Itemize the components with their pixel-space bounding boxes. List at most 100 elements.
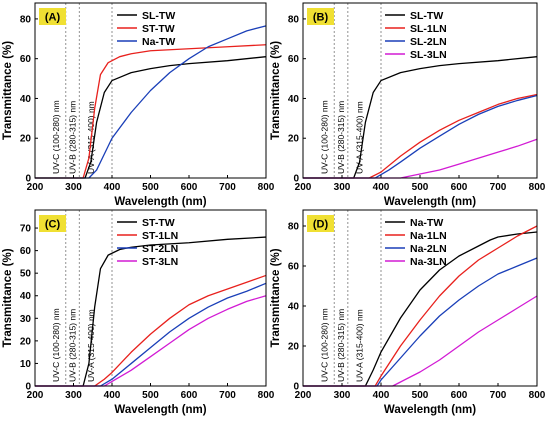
- y-tick-label: 20: [288, 134, 300, 145]
- legend-entry: SL-3LN: [410, 49, 447, 61]
- y-tick-label: 40: [20, 94, 32, 105]
- panel-tag: (D): [313, 219, 329, 231]
- x-axis-label: Wavelength (nm): [114, 404, 206, 416]
- panel-tag-box: [39, 215, 66, 232]
- uv-band-label: UV-B (280-315) nm: [68, 309, 78, 382]
- legend-entry: ST-TW: [142, 217, 175, 229]
- x-tick-label: 200: [27, 182, 44, 193]
- uv-band-label: UV-B (280-315) nm: [336, 101, 346, 174]
- series-line: [35, 274, 267, 387]
- series-line: [303, 56, 538, 179]
- legend-entry: SL-1LN: [410, 23, 447, 35]
- y-axis-label: Transmittance (%): [270, 41, 282, 140]
- x-tick-label: 600: [451, 182, 468, 193]
- series-line: [35, 282, 267, 387]
- legend-entry: Na-2LN: [410, 243, 447, 255]
- panel-tag-box: [307, 215, 334, 232]
- x-tick-label: 800: [258, 390, 275, 401]
- x-tick-label: 200: [295, 182, 312, 193]
- x-tick-label: 600: [181, 390, 198, 401]
- x-axis-label: Wavelength (nm): [384, 404, 476, 416]
- x-tick-label: 400: [373, 390, 390, 401]
- series-line: [303, 93, 538, 179]
- series-line: [35, 25, 267, 179]
- panel-tag: (B): [313, 12, 329, 24]
- y-tick-label: 10: [20, 359, 32, 370]
- x-tick-label: 500: [412, 390, 429, 401]
- y-tick-label: 60: [288, 54, 300, 65]
- uv-band-label: UV-C (100-280) nm: [319, 100, 329, 174]
- y-tick-label: 20: [288, 342, 300, 353]
- y-tick-label: 60: [20, 246, 32, 257]
- legend-entry: Na-TW: [142, 36, 175, 48]
- y-axis-label: Transmittance (%): [270, 248, 282, 347]
- uv-band-label: UV-B (280-315) nm: [68, 101, 78, 174]
- y-tick-label: 20: [20, 336, 32, 347]
- y-tick-label: 70: [20, 224, 32, 235]
- x-tick-label: 500: [142, 182, 159, 193]
- x-tick-label: 300: [334, 390, 351, 401]
- panel-tag-box: [307, 8, 334, 25]
- panel-c: UV-C (100-280) nm UV-B (280-315) nm UV-A (…: [2, 209, 275, 416]
- panel-tag: (C): [45, 219, 61, 231]
- uv-band-label: UV-C (100-280) nm: [51, 100, 61, 174]
- panel-tag-box: [39, 8, 66, 25]
- series-line: [35, 295, 267, 387]
- panel-d: UV-C (100-280) nm UV-B (280-315) nm UV-A (…: [270, 209, 546, 416]
- series-line: [35, 236, 267, 387]
- legend-entry: ST-TW: [142, 23, 175, 35]
- legend-entry: Na-1LN: [410, 230, 447, 242]
- series-line: [303, 225, 538, 387]
- x-tick-label: 800: [529, 182, 546, 193]
- y-tick-label: 80: [20, 14, 32, 25]
- uv-band-label: UV-A (315-400) nm: [355, 101, 365, 174]
- x-tick-label: 500: [412, 182, 429, 193]
- series-line: [303, 94, 538, 179]
- legend-entry: ST-3LN: [142, 256, 178, 268]
- legend-entry: Na-TW: [410, 217, 443, 229]
- legend-entry: SL-TW: [410, 10, 443, 22]
- series-line: [303, 257, 538, 387]
- x-tick-label: 600: [181, 182, 198, 193]
- x-tick-label: 200: [295, 390, 312, 401]
- x-tick-label: 400: [104, 182, 121, 193]
- series-line: [303, 231, 538, 387]
- y-tick-label: 60: [288, 262, 300, 273]
- uv-band-label: UV-C (100-280) nm: [51, 308, 61, 382]
- uv-band-label: UV-C (100-280) nm: [319, 308, 329, 382]
- x-tick-label: 300: [334, 182, 351, 193]
- y-axis-label: Transmittance (%): [2, 248, 14, 347]
- y-tick-label: 20: [20, 134, 32, 145]
- x-axis-label: Wavelength (nm): [384, 196, 476, 208]
- y-tick-label: 50: [20, 269, 32, 280]
- x-tick-label: 700: [490, 182, 507, 193]
- x-tick-label: 400: [373, 182, 390, 193]
- legend-entry: ST-1LN: [142, 230, 178, 242]
- y-tick-label: 40: [20, 291, 32, 302]
- y-tick-label: 40: [288, 302, 300, 313]
- x-tick-label: 700: [219, 390, 236, 401]
- y-tick-label: 0: [25, 382, 31, 393]
- uv-band-label: UV-B (280-315) nm: [336, 309, 346, 382]
- panel-a: UV-C (100-280) nm UV-B (280-315) nm UV-A (…: [2, 2, 275, 208]
- y-tick-label: 0: [25, 174, 31, 185]
- x-tick-label: 200: [27, 390, 44, 401]
- series-line: [303, 295, 538, 387]
- x-tick-label: 700: [219, 182, 236, 193]
- x-tick-label: 300: [65, 390, 82, 401]
- series-line: [303, 138, 538, 179]
- x-tick-label: 700: [490, 390, 507, 401]
- x-tick-label: 800: [258, 182, 275, 193]
- x-tick-label: 600: [451, 390, 468, 401]
- panel-tag: (A): [45, 12, 61, 24]
- y-tick-label: 30: [20, 314, 32, 325]
- legend-entry: Na-3LN: [410, 256, 447, 268]
- x-tick-label: 300: [65, 182, 82, 193]
- series-line: [35, 56, 267, 179]
